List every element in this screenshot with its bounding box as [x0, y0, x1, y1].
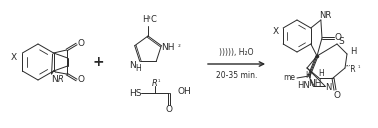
Text: NR: NR [319, 10, 331, 19]
Text: NH: NH [161, 43, 175, 52]
Text: H: H [135, 64, 141, 73]
Text: HS: HS [129, 88, 141, 98]
Text: H: H [350, 47, 356, 56]
Text: ′′′R: ′′′R [346, 66, 356, 74]
Text: R: R [152, 78, 158, 88]
Text: O: O [333, 90, 341, 99]
Text: O: O [77, 40, 84, 49]
Text: +: + [92, 55, 104, 69]
Text: H: H [318, 68, 324, 77]
Text: X: X [273, 26, 279, 35]
Text: N: N [129, 61, 136, 70]
Text: N: N [325, 83, 331, 93]
Text: ₂: ₂ [178, 42, 181, 48]
Text: R: R [58, 76, 64, 84]
Text: S: S [338, 38, 344, 46]
Text: HN: HN [297, 82, 310, 90]
Text: OH: OH [177, 87, 191, 95]
Text: O: O [77, 76, 84, 84]
Text: ))))), H₂O: ))))), H₂O [219, 49, 254, 57]
Text: X: X [11, 54, 17, 62]
Text: ₁: ₁ [358, 64, 360, 69]
Text: H: H [142, 15, 148, 24]
Text: O: O [166, 105, 172, 115]
Text: 20-35 min.: 20-35 min. [216, 71, 257, 79]
Text: H: H [305, 72, 311, 81]
Text: ₁: ₁ [158, 78, 160, 83]
Text: N: N [51, 76, 58, 84]
Text: ₃: ₃ [148, 15, 150, 20]
Text: C: C [150, 15, 156, 24]
Text: NH: NH [308, 78, 322, 88]
Text: O: O [335, 34, 341, 42]
Text: me: me [283, 73, 295, 83]
